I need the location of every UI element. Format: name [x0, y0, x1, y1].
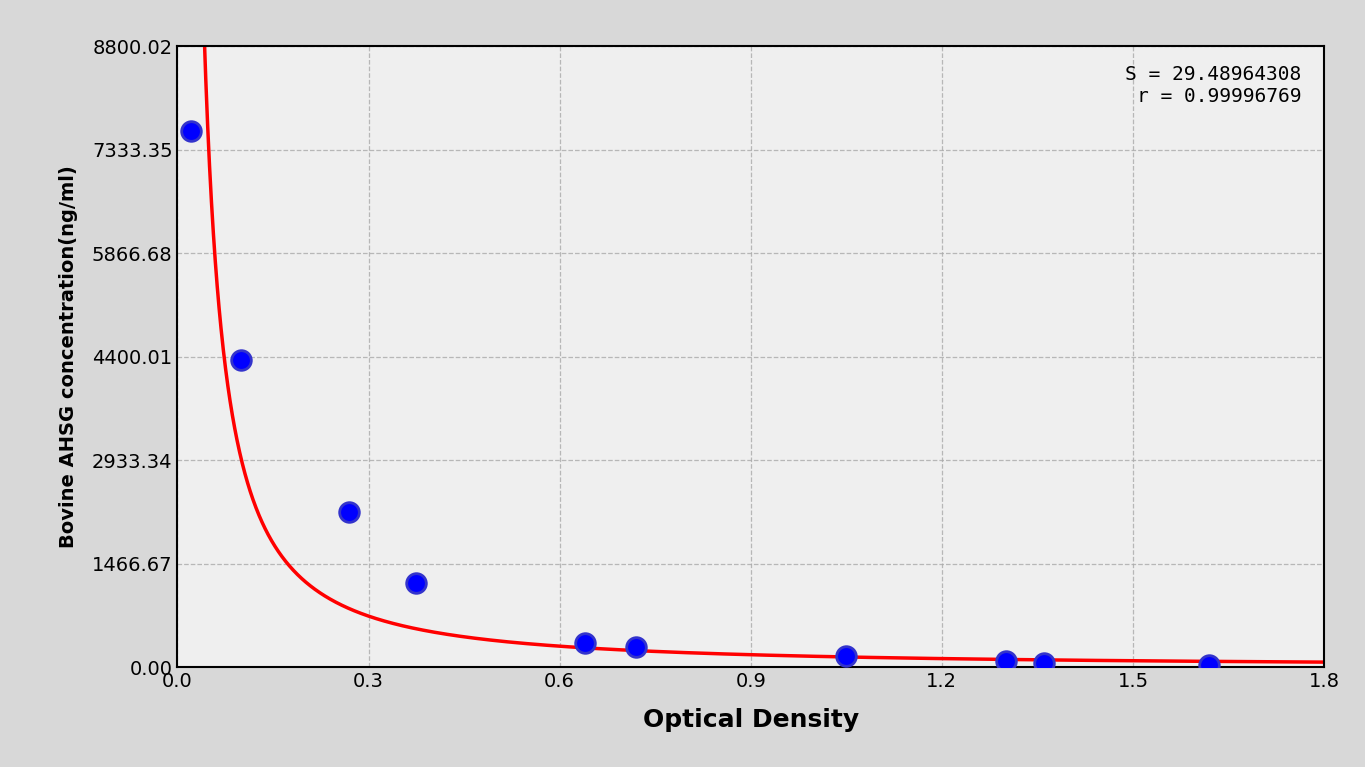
Point: [625, 640, 647, 653]
Point: [835, 650, 857, 662]
Point: [405, 577, 427, 589]
Point: [1033, 657, 1055, 669]
Point: [339, 506, 360, 518]
X-axis label: Optical Density: Optical Density: [643, 708, 859, 732]
Point: [995, 654, 1017, 667]
Text: S = 29.48964308
r = 0.99996769: S = 29.48964308 r = 0.99996769: [1125, 64, 1301, 106]
Y-axis label: Bovine AHSG concentration(ng/ml): Bovine AHSG concentration(ng/ml): [59, 165, 78, 548]
Point: [1198, 659, 1220, 671]
Point: [231, 354, 253, 367]
Point: [575, 637, 597, 650]
Point: [180, 124, 202, 137]
